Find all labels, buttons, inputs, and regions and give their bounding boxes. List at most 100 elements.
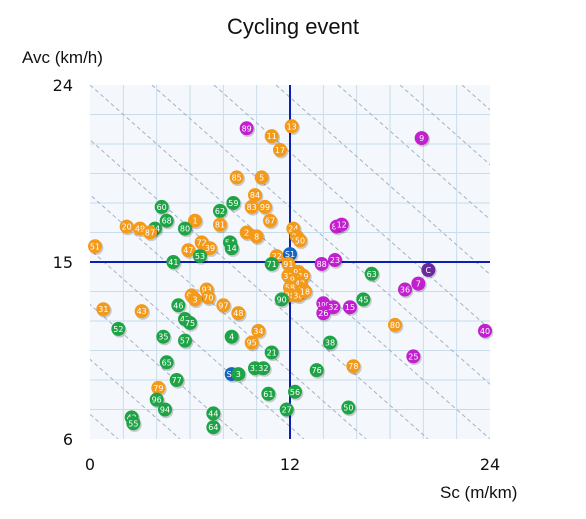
data-point: 7	[411, 276, 427, 293]
data-point-marker	[239, 121, 254, 136]
data-point-label: 46	[173, 301, 183, 310]
data-point-label: 43	[137, 307, 147, 316]
data-point-label: 26	[318, 309, 328, 318]
data-point-label: 83	[247, 203, 257, 212]
data-point-label: 85	[232, 173, 242, 182]
data-point: 80	[178, 221, 194, 238]
data-point-label: 31	[98, 305, 108, 314]
data-point-label: C	[426, 266, 432, 275]
data-point: 84	[248, 188, 264, 204]
data-point-marker	[274, 292, 289, 307]
data-point-label: 13	[287, 122, 297, 131]
data-point: 9	[414, 131, 431, 147]
data-point-marker	[328, 253, 342, 268]
data-point-marker	[216, 298, 231, 313]
data-point: 40	[478, 323, 494, 340]
data-point-label: 24	[288, 225, 298, 234]
data-point: 89	[239, 121, 256, 137]
data-point: 77	[169, 373, 186, 389]
data-point-marker	[119, 219, 134, 234]
data-point-label: 63	[367, 270, 377, 279]
data-point: 63	[364, 266, 381, 283]
data-point-label: 84	[250, 191, 260, 200]
data-point: 67	[263, 213, 279, 230]
data-point: 94	[158, 402, 174, 419]
data-point-marker	[364, 266, 379, 281]
data-point-marker	[213, 203, 227, 218]
data-point-marker	[341, 400, 356, 415]
data-point: 59	[226, 196, 242, 212]
data-point-marker	[181, 243, 196, 258]
data-point: 45	[356, 292, 372, 309]
data-point-label: 47	[183, 246, 193, 255]
data-point-label: 12	[337, 221, 347, 230]
data-point-label: 57	[180, 337, 190, 346]
data-point-label: 9	[419, 134, 424, 143]
data-point: 55	[126, 416, 142, 432]
data-point-marker	[154, 199, 169, 214]
data-point-label: 72	[197, 238, 207, 247]
data-point-marker	[224, 329, 239, 344]
data-point-label: 17	[275, 146, 285, 155]
x-axis-label: Sc (m/km)	[440, 483, 518, 502]
data-point-label: 93	[202, 286, 212, 295]
data-point-marker	[263, 213, 277, 228]
y-axis-label: Avc (km/h)	[22, 48, 103, 67]
data-point: 3	[188, 292, 204, 309]
data-point-label: 18	[300, 288, 310, 297]
data-point-label: 50	[343, 404, 353, 413]
data-point-label: 67	[265, 217, 275, 226]
data-point-label: 65	[162, 358, 172, 367]
data-point-marker	[88, 239, 102, 254]
data-point-marker	[159, 213, 174, 228]
data-point-marker	[414, 131, 429, 146]
data-point-label: 7	[416, 280, 421, 289]
data-point: 80	[388, 317, 404, 334]
data-point: 76	[309, 363, 326, 379]
data-point: 71	[264, 256, 281, 273]
y-tick-label: 15	[53, 253, 73, 272]
data-point: 39	[203, 241, 219, 257]
data-point-marker	[356, 292, 371, 307]
data-point-label: 88	[317, 260, 327, 269]
data-point-label: 14	[227, 244, 237, 253]
data-point: 85	[229, 170, 246, 187]
data-point-label: 35	[158, 333, 168, 342]
x-tick-label: 24	[480, 455, 500, 474]
data-point-label: 1	[192, 217, 197, 226]
data-point-label: 11	[267, 132, 277, 141]
data-point: 41	[166, 255, 182, 271]
data-point-marker	[264, 256, 279, 271]
data-point-marker	[206, 406, 221, 421]
data-point-marker	[273, 142, 287, 157]
data-point-label: 55	[128, 419, 138, 428]
data-point-label: 99	[260, 203, 270, 212]
data-point-marker	[323, 335, 337, 350]
data-point-marker	[251, 323, 266, 338]
data-point-marker	[213, 217, 227, 232]
data-point-marker	[178, 333, 192, 348]
data-point-marker	[258, 199, 272, 214]
data-point: 48	[231, 306, 247, 322]
data-point-marker	[151, 380, 166, 395]
data-point: 50	[293, 233, 309, 250]
data-point-label: 91	[283, 260, 293, 269]
data-point-label: 87	[145, 229, 155, 238]
data-point-label: 8	[254, 232, 259, 241]
data-point-label: 25	[408, 352, 418, 361]
data-point: 75	[183, 315, 199, 332]
data-point: 83	[244, 199, 261, 216]
data-point-label: 94	[160, 406, 170, 415]
data-point-marker	[158, 402, 172, 417]
data-point-marker	[411, 276, 426, 291]
data-point-marker	[134, 304, 149, 319]
data-point-marker	[326, 300, 341, 315]
data-point: 70	[201, 290, 217, 307]
data-point-label: 68	[162, 217, 172, 226]
data-point-label: 39	[205, 244, 215, 253]
data-point-marker	[226, 196, 241, 210]
data-point-marker	[388, 317, 402, 332]
data-point: 53	[193, 249, 209, 265]
data-point-label: 5	[259, 173, 264, 182]
data-point-label: 4	[229, 333, 234, 342]
